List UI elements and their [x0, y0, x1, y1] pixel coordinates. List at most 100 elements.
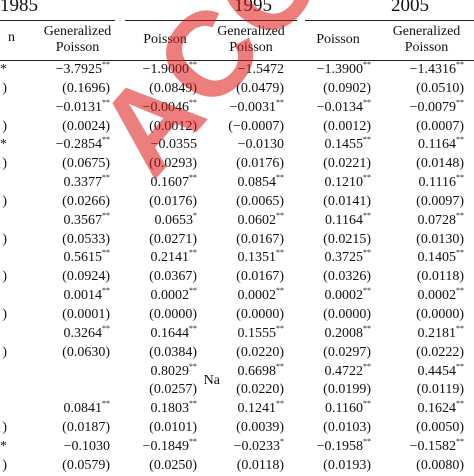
table-cell: 0.0602** — [237, 210, 285, 228]
table-cell: 0.1455** — [324, 135, 372, 153]
significance-mark: ** — [189, 361, 197, 371]
table-cell: 0.4722** — [324, 361, 372, 379]
table-cell: 0.1405** — [417, 248, 465, 266]
table-cell: −0.0233* — [233, 436, 284, 454]
table-cell: (0.0384) — [149, 344, 197, 360]
table-cell: (0.0924) — [62, 269, 110, 285]
significance-mark: ** — [456, 97, 464, 107]
table-cell: −0.0031** — [229, 97, 284, 115]
significance-mark: ** — [276, 399, 284, 409]
significance-mark: ** — [102, 323, 110, 333]
significance-mark: ** — [456, 436, 464, 446]
table-cell: (0.0012) — [149, 118, 197, 134]
significance-mark: ** — [276, 97, 284, 107]
table-cell: * — [0, 137, 7, 153]
column-header-generalized-poisson-2005: Generalized Poisson — [392, 24, 461, 55]
significance-mark: ** — [456, 323, 464, 333]
year-underline-1995 — [125, 20, 297, 21]
table-cell: 0.3377** — [63, 173, 111, 191]
table-row: (0.0257) (0.0220) (0.0199) (0.0119) — [0, 381, 474, 400]
table-cell: 0.0854** — [237, 173, 285, 191]
table-cell: (0.0119) — [416, 382, 464, 398]
significance-mark: ** — [189, 173, 197, 183]
year-underline-1985 — [0, 20, 115, 21]
table-cell: (0.0193) — [323, 457, 371, 473]
table-row: 0.8029** 0.6698** 0.4722** 0.4454** Na — [0, 361, 474, 388]
table-cell: 0.0841** — [63, 399, 111, 417]
significance-mark: ** — [363, 97, 371, 107]
table-cell: (0.0167) — [236, 231, 284, 247]
table-cell: (0.0902) — [323, 80, 371, 96]
table-cell: 0.6698** — [237, 361, 285, 379]
significance-mark: ** — [456, 361, 464, 371]
significance-mark: ** — [276, 210, 284, 220]
significance-mark: ** — [363, 173, 371, 183]
table-cell: ) — [2, 306, 7, 322]
significance-mark: ** — [102, 135, 110, 145]
header-bottom-rule — [0, 60, 474, 61]
significance-mark: ** — [363, 436, 371, 446]
table-cell: (0.0024) — [62, 118, 110, 134]
table-cell: 0.1644** — [150, 323, 198, 341]
table-row: ) (0.0266) (0.0176) (0.0065) (0.0141) (0.0097… — [0, 193, 474, 212]
column-header-poisson-2005: Poisson — [316, 32, 360, 47]
table-cell: −3.7925** — [55, 60, 110, 78]
significance-mark: ** — [456, 173, 464, 183]
table-row: **−3.7925**−1.9000**−1.5472−1.3900**−1.4… — [0, 61, 474, 80]
table-cell: (−0.0007) — [228, 118, 284, 134]
table-cell: (0.0220) — [236, 344, 284, 360]
table-row: ) (0.1696) (0.0849) (0.0479) (0.0902) (0.0510… — [0, 80, 474, 99]
significance-mark: ** — [276, 286, 284, 296]
table-row: ) (0.0533) (0.0271) (0.0167) (0.0215) (0.0130… — [0, 231, 474, 250]
table-cell: 0.3567** — [63, 210, 111, 228]
year-header-row: 1985 1995 2005 — [0, 0, 474, 20]
table-cell: −0.0079** — [409, 97, 464, 115]
table-cell: (0.0221) — [323, 156, 371, 172]
table-cell: −0.0355 — [150, 137, 197, 153]
table-cell: (0.0579) — [62, 457, 110, 473]
table-cell: 0.0002** — [417, 286, 465, 304]
column-header-generalized-poisson-1985: Generalized Poisson — [43, 24, 112, 55]
table-cell: 0.0002** — [324, 286, 372, 304]
significance-mark: ** — [363, 248, 371, 258]
table-cell: (0.0326) — [323, 269, 371, 285]
table-cell: 0.1116** — [418, 173, 464, 191]
table-cell: (0.0222) — [416, 344, 464, 360]
table-cell: (0.0080) — [416, 457, 464, 473]
table-cell: −0.0046** — [142, 97, 197, 115]
significance-mark: ** — [102, 210, 110, 220]
significance-mark: ** — [456, 248, 464, 258]
table-row: 0.0014** 0.0002** 0.0002** 0.0002** 0.0002** — [0, 287, 474, 306]
significance-mark: ** — [456, 399, 464, 409]
table-cell: (0.0118) — [416, 269, 464, 285]
table-cell: (0.0510) — [416, 80, 464, 96]
table-cell: (0.0012) — [323, 118, 371, 134]
year-label-2005: 2005 — [391, 0, 429, 16]
table-cell: (0.0187) — [62, 420, 110, 436]
table-cell: (0.0101) — [149, 420, 197, 436]
table-cell: (0.0000) — [236, 306, 284, 322]
table-cell: ) — [2, 118, 7, 134]
significance-mark: ** — [363, 323, 371, 333]
table-cell: (0.0176) — [149, 193, 197, 209]
table-cell: −1.9000** — [142, 60, 197, 78]
table-row: ) (0.0001) (0.0000) (0.0000) (0.0000) (0.0000… — [0, 306, 474, 325]
table-cell: −0.0130 — [237, 137, 284, 153]
table-cell: 0.1241** — [237, 399, 285, 417]
table-cell: ) — [2, 80, 7, 96]
table-cell: 0.1164** — [418, 135, 464, 153]
significance-mark: ** — [363, 135, 371, 145]
significance-mark: ** — [456, 286, 464, 296]
table-row: ) (0.0675) (0.0293) (0.0176) (0.0221) (0.0148… — [0, 155, 474, 174]
table-body: **−3.7925**−1.9000**−1.5472−1.3900**−1.4… — [0, 61, 474, 476]
table-cell: (0.0000) — [323, 306, 371, 322]
table-cell: −0.1030 — [63, 438, 110, 454]
significance-mark: ** — [189, 399, 197, 409]
table-cell: (0.0050) — [416, 420, 464, 436]
table-cell: (0.0215) — [323, 231, 371, 247]
table-cell: 0.1164** — [325, 210, 371, 228]
table-cell: (0.0257) — [149, 382, 197, 398]
table-cell: (0.0367) — [149, 269, 197, 285]
significance-mark: ** — [102, 399, 110, 409]
table-row: 0.3264** 0.1644** 0.1555** 0.2008** 0.2181** — [0, 323, 474, 344]
